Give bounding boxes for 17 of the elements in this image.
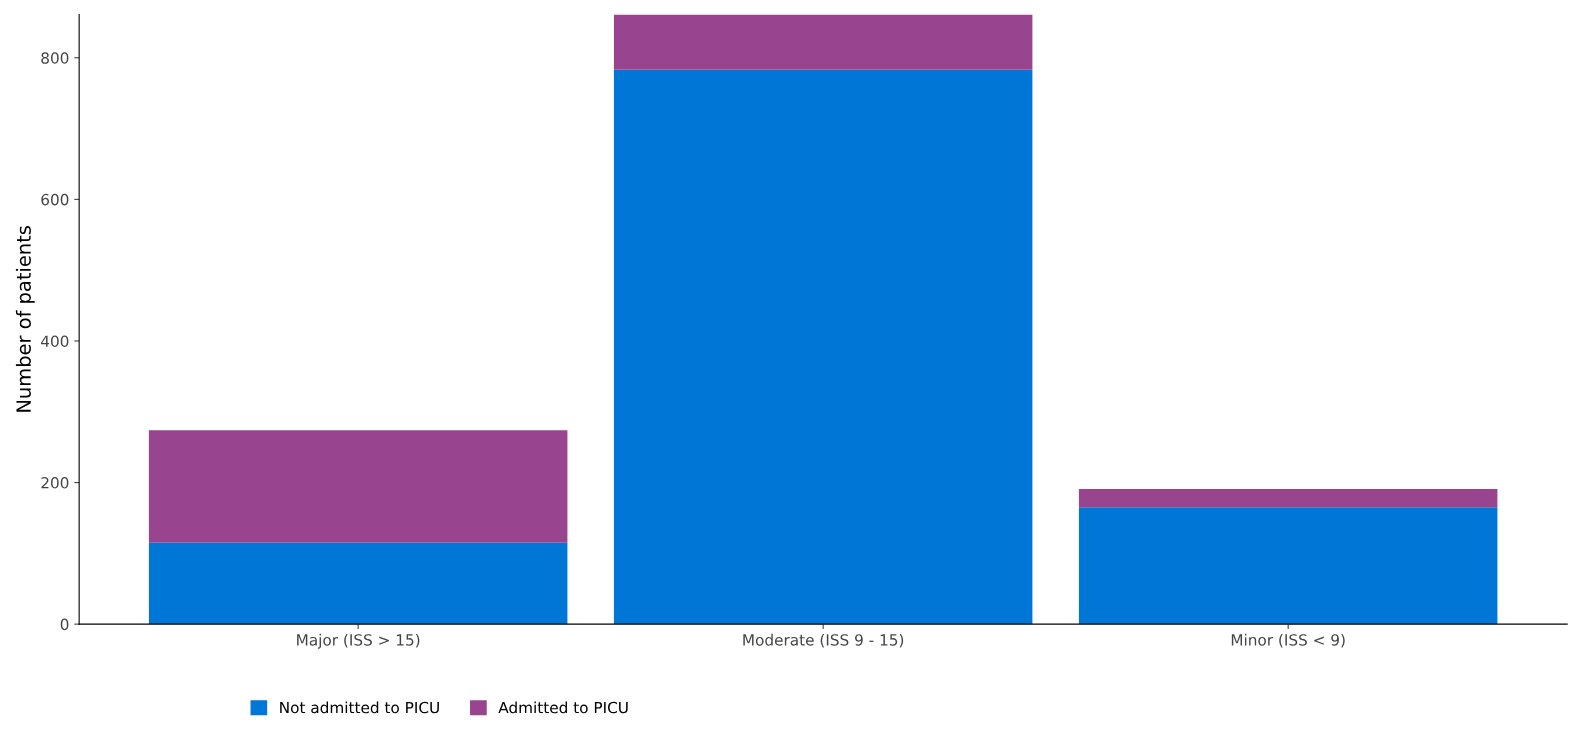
x-tick-label: Major (ISS > 15): [297, 633, 420, 649]
bar: [1078, 507, 1498, 625]
legend-label: Not admitted to PICU: [280, 701, 439, 714]
legend-label: Admitted to PICU: [498, 701, 628, 714]
bar: [148, 430, 568, 543]
y-tick-label: 600: [41, 193, 69, 206]
y-tick-label: 0: [60, 618, 69, 631]
y-tick-label: 400: [41, 335, 69, 347]
x-tick-label: Moderate (ISS 9 - 15): [743, 633, 904, 648]
bar: [148, 542, 568, 625]
bar: [1078, 488, 1498, 508]
y-tick-label: 800: [41, 52, 69, 64]
x-tick-label: Minor (ISS < 9): [1231, 633, 1345, 648]
y-axis-title: Number of patients: [15, 226, 35, 412]
bar: [613, 69, 1033, 625]
y-tick-label: 200: [41, 477, 69, 489]
bar: [613, 14, 1033, 70]
